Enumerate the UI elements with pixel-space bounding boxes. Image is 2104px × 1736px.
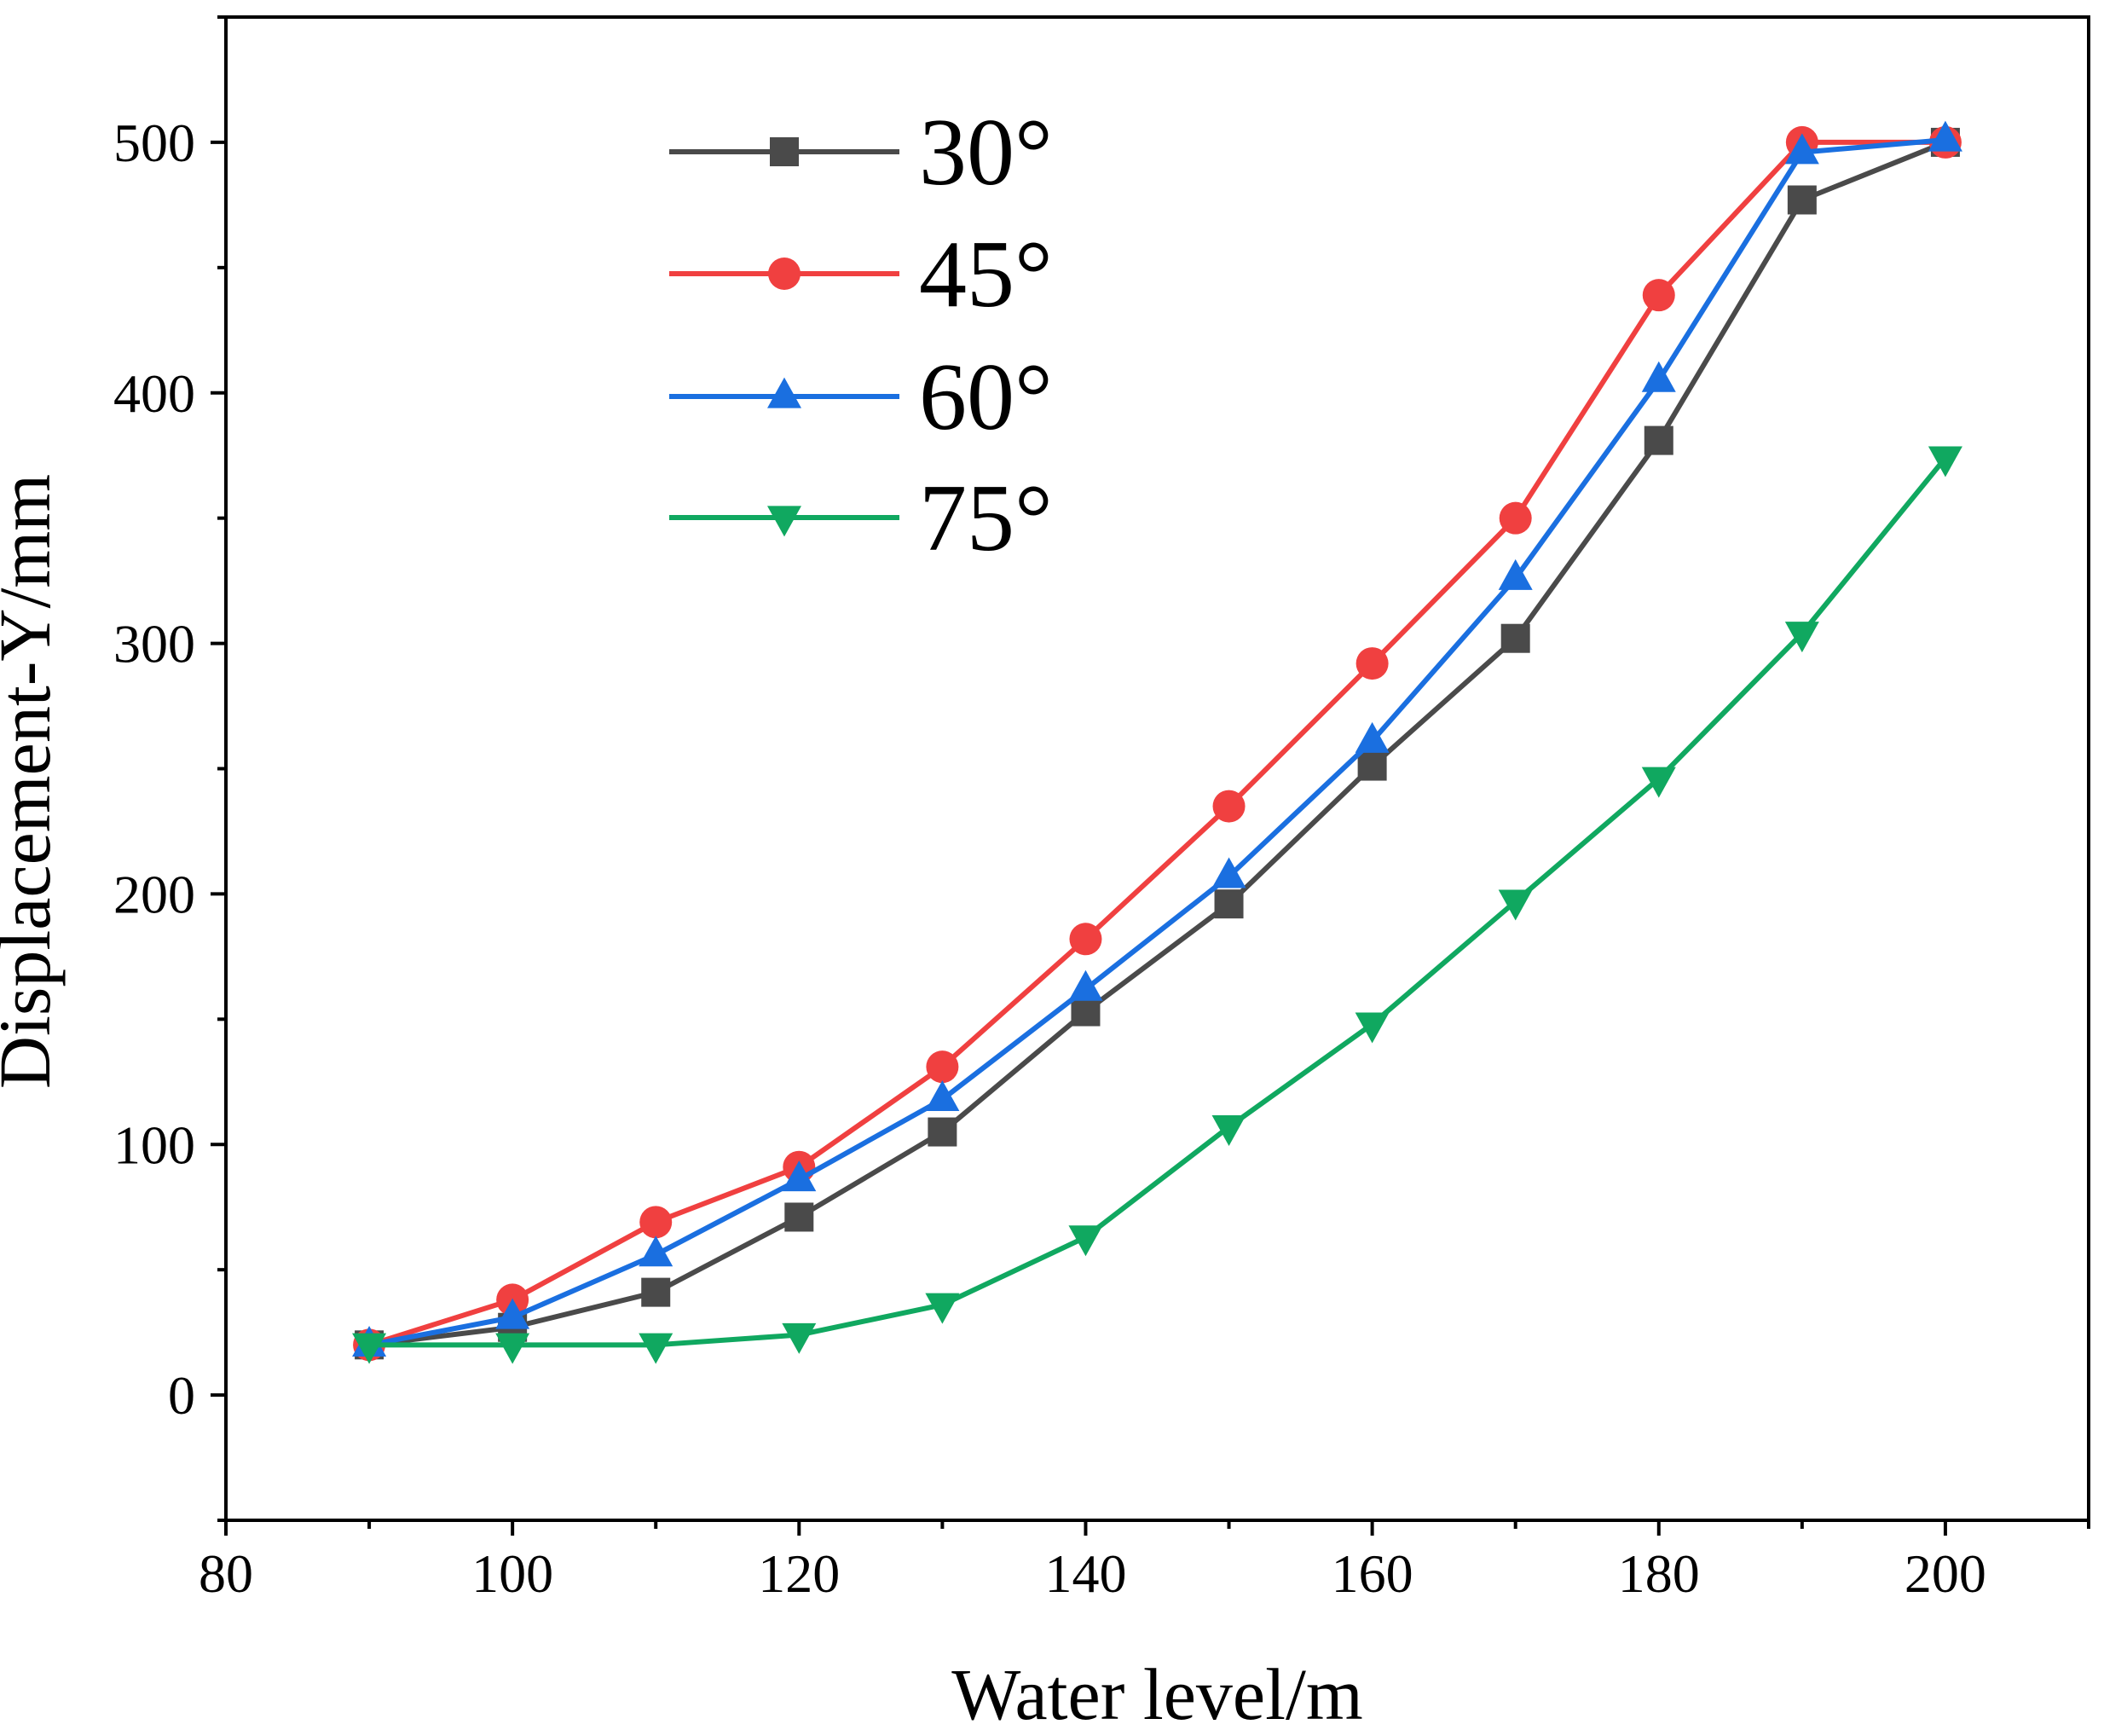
series-layer [352, 120, 1962, 1364]
legend-item: 30° [669, 100, 1053, 205]
legend-marker [767, 377, 801, 408]
series-2 [353, 125, 1962, 1362]
y-tick-label: 200 [113, 864, 195, 924]
data-point [352, 1333, 387, 1364]
data-point [1641, 361, 1676, 392]
data-point [641, 1277, 671, 1307]
data-point [1928, 446, 1962, 477]
legend-marker [767, 506, 801, 537]
data-point [1784, 622, 1819, 653]
legend-marker [770, 137, 799, 166]
data-point [1068, 969, 1103, 1001]
data-point [1214, 889, 1244, 919]
series-line [368, 139, 1945, 1348]
data-point [926, 1050, 959, 1084]
data-point [639, 1333, 673, 1364]
data-point [1641, 767, 1676, 798]
data-point [495, 1333, 530, 1364]
series-line [368, 140, 1947, 1348]
legend: 30° 45° 60° 75° [669, 100, 1053, 571]
series-3 [352, 120, 1962, 1357]
x-tick-label: 200 [1905, 1543, 1986, 1604]
legend-label: 45° [919, 222, 1053, 327]
data-point [1068, 1225, 1103, 1257]
y-tick-label: 0 [168, 1365, 195, 1426]
y-tick-label: 400 [113, 363, 195, 424]
data-point [1355, 1012, 1390, 1044]
y-axis-title: Displacement-Y/mm [0, 474, 66, 1089]
x-tick-label: 120 [758, 1543, 840, 1604]
y-tick-label: 300 [113, 614, 195, 674]
data-point [1211, 857, 1246, 888]
data-point [1357, 751, 1387, 781]
data-point [1211, 1115, 1246, 1147]
data-point [1498, 558, 1533, 590]
x-tick-label: 160 [1332, 1543, 1413, 1604]
data-point [1499, 501, 1532, 535]
data-point [1498, 889, 1533, 921]
data-point [1642, 279, 1675, 312]
legend-label: 30° [919, 100, 1053, 205]
data-point [928, 1117, 957, 1147]
legend-label: 75° [919, 466, 1053, 571]
x-tick-label: 80 [199, 1543, 253, 1604]
y-tick-label: 100 [113, 1114, 195, 1175]
axes-layer: 80 100 120 140 160 180 200 0 100 200 300 400 500 [113, 15, 2090, 1604]
data-point [1355, 647, 1389, 680]
data-point [1071, 997, 1101, 1027]
data-point [1784, 133, 1819, 165]
series-line [368, 136, 1946, 1348]
data-point [1355, 721, 1390, 753]
data-point [1787, 185, 1817, 215]
data-point [1212, 790, 1246, 823]
y-tick-label: 500 [113, 113, 195, 173]
series-line [369, 456, 1948, 1348]
data-point [495, 1298, 530, 1329]
data-point [925, 1080, 960, 1112]
data-point [925, 1293, 960, 1324]
x-axis-title: Water level/m [951, 1653, 1363, 1735]
legend-item: 60° [669, 344, 1053, 450]
x-tick-label: 100 [471, 1543, 553, 1604]
data-point [782, 1160, 817, 1192]
data-point [784, 1202, 814, 1232]
x-tick-label: 180 [1618, 1543, 1700, 1604]
legend-marker [768, 258, 801, 290]
data-point [782, 1322, 817, 1354]
data-point [639, 1206, 673, 1239]
legend-label: 60° [919, 344, 1053, 450]
data-point [639, 1235, 673, 1267]
data-point [1928, 120, 1962, 152]
legend-item: 75° [669, 466, 1053, 571]
data-point [1644, 425, 1673, 455]
data-point [1500, 623, 1530, 653]
data-point [1069, 923, 1102, 956]
x-tick-label: 140 [1044, 1543, 1126, 1604]
series-4 [352, 446, 1962, 1364]
legend-item: 45° [669, 222, 1053, 327]
